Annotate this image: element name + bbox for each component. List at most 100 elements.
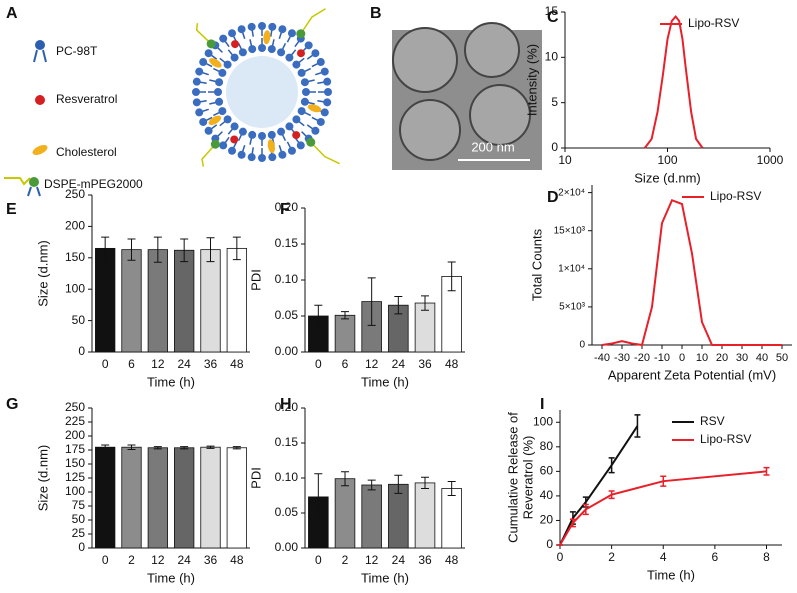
lipid-head xyxy=(218,68,227,77)
x-tick-label: 50 xyxy=(776,352,788,364)
y-tick-label: 50 xyxy=(72,313,86,327)
lipid-head xyxy=(323,98,332,107)
lipid-head xyxy=(287,29,296,38)
x-tick-label: 24 xyxy=(177,553,191,567)
error-bar xyxy=(232,236,241,261)
lipid-head xyxy=(278,150,287,159)
bar xyxy=(95,247,116,353)
lipid-head xyxy=(204,126,213,135)
panel-a: A PC-98T Resveratrol Cholesterol DSPE-mP… xyxy=(4,5,340,197)
x-tick-label: 2 xyxy=(128,553,135,567)
x-tick-label: 6 xyxy=(712,550,719,564)
y-tick-label: 25 xyxy=(72,526,86,540)
lipid-head xyxy=(230,122,239,131)
lipid-head xyxy=(268,22,277,31)
x-tick-label: 24 xyxy=(392,357,406,371)
y-tick-label: 150 xyxy=(65,456,85,470)
error-bar xyxy=(153,236,162,263)
icon-lipid xyxy=(33,40,47,63)
y-axis-label: PDI xyxy=(248,269,263,291)
x-tick-label: -40 xyxy=(594,352,610,364)
y-axis-label: Total Counts xyxy=(529,228,544,301)
x-axis-label: Apparent Zeta Potential (mV) xyxy=(608,367,776,382)
error-bar xyxy=(101,236,110,261)
lipid-head xyxy=(199,117,208,126)
lipid-head xyxy=(277,48,286,57)
lipid-head xyxy=(195,108,204,117)
x-axis-label: Time (h) xyxy=(647,567,695,582)
lipid-head xyxy=(219,34,228,43)
error-bar xyxy=(394,296,403,315)
y-tick-label: 0.20 xyxy=(275,200,299,214)
lipid-head xyxy=(287,146,296,155)
x-tick-label: 6 xyxy=(128,357,135,371)
y-tick-label: 150 xyxy=(65,250,85,264)
resveratrol xyxy=(292,131,301,140)
y-tick-label: 0.00 xyxy=(275,344,299,358)
y-tick-label: 60 xyxy=(540,464,554,478)
peg-head xyxy=(206,39,216,49)
x-tick-label: 48 xyxy=(230,553,244,567)
bar xyxy=(95,446,116,549)
lipid-head xyxy=(195,67,204,76)
x-tick-label: 36 xyxy=(204,357,218,371)
x-tick-label: 2 xyxy=(608,550,615,564)
cholesterol xyxy=(263,30,271,45)
lipid-head xyxy=(316,58,325,67)
bar xyxy=(334,478,356,549)
lipid-head xyxy=(267,45,276,54)
lipid-head xyxy=(320,108,329,117)
lipid-head xyxy=(223,60,232,69)
x-axis-label: Time (h) xyxy=(361,374,409,389)
y-axis-label: Size (d.nm) xyxy=(35,445,50,511)
panel-label: A xyxy=(6,5,18,22)
error-bar xyxy=(314,473,323,521)
resveratrol xyxy=(231,40,240,49)
y-tick-label: 0 xyxy=(78,540,85,554)
legend-text: Resveratrol xyxy=(56,92,117,106)
lipid-head xyxy=(258,44,266,52)
cholesterol xyxy=(208,115,222,126)
lipid-head xyxy=(192,77,201,86)
x-tick-label: 48 xyxy=(445,553,459,567)
x-axis-label: Time (h) xyxy=(147,374,195,389)
y-tick-label: 250 xyxy=(65,400,85,414)
lipid-head xyxy=(248,130,257,139)
error-bar xyxy=(394,474,403,494)
line xyxy=(643,14,704,149)
error-bar xyxy=(232,446,241,450)
bar xyxy=(121,249,142,353)
lipid-head xyxy=(192,88,200,96)
y-tick-label: 250 xyxy=(65,187,85,201)
error-bar xyxy=(569,518,576,528)
y-tick-label: 1×10⁴ xyxy=(558,263,585,274)
lipid-head xyxy=(311,49,320,58)
peg-head xyxy=(210,139,220,149)
lipid-head xyxy=(278,25,287,34)
x-tick-label: 48 xyxy=(230,357,244,371)
lipid-head xyxy=(219,141,228,150)
error-bar xyxy=(153,446,162,450)
x-tick-label: 40 xyxy=(756,352,768,364)
error-bar xyxy=(608,490,615,500)
lipid-head xyxy=(192,98,201,107)
y-axis-label: Cumulative Release of xyxy=(505,412,520,543)
lipid-head xyxy=(302,88,310,96)
error-bar xyxy=(127,238,136,261)
lipid-head xyxy=(277,127,286,136)
lipid-head xyxy=(215,78,224,87)
lipid-head xyxy=(311,126,320,135)
error-bar xyxy=(447,481,456,496)
lipid-head xyxy=(247,153,256,162)
y-tick-label: 100 xyxy=(65,484,85,498)
error-bar xyxy=(206,237,215,263)
y-tick-label: 75 xyxy=(72,498,86,512)
lipid-head xyxy=(296,141,305,150)
lipid-head xyxy=(258,132,266,140)
y-axis-label: PDI xyxy=(248,467,263,489)
scale-bar-label: 200 nm xyxy=(471,139,514,154)
legend-label: RSV xyxy=(700,414,725,428)
x-axis-label: Time (h) xyxy=(147,570,195,585)
y-tick-label: 20 xyxy=(540,513,554,527)
